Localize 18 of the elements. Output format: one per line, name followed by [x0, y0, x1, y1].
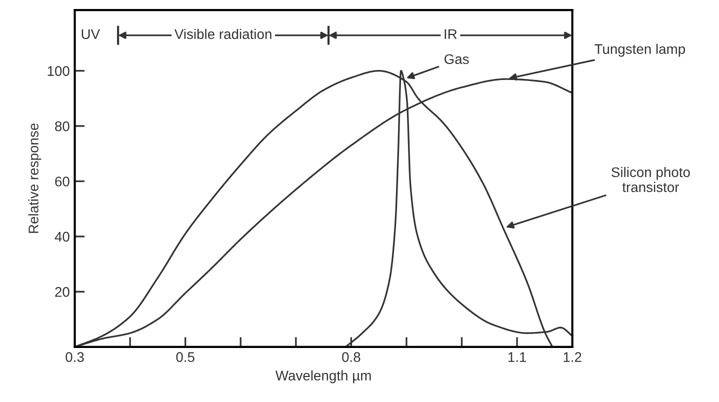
text: Tungsten lamp	[594, 44, 686, 57]
annotation: Visible radiation	[174, 28, 272, 40]
y-tick-label: 40	[54, 232, 70, 242]
annotation: IR	[444, 29, 457, 39]
y-tick-label: 80	[55, 121, 70, 132]
text: Gas	[444, 54, 469, 64]
x-tick-label: 0.8	[342, 352, 360, 362]
x-tick-label: 1.1	[508, 352, 526, 362]
annotation: UV	[82, 29, 100, 40]
x-tick-label: 0.5	[176, 352, 194, 362]
y-tick-label: 100	[48, 66, 70, 76]
y-axis-title: Relative response	[28, 124, 42, 233]
x-tick-label: 1.2	[564, 352, 582, 362]
text: Silicon photo transistor	[612, 166, 690, 192]
y-tick-label: 60	[55, 176, 70, 186]
x-tick-label: 0.3	[66, 352, 84, 362]
y-tick-label: 20	[55, 287, 70, 297]
x-axis-title: Wavelength µm	[275, 370, 371, 384]
